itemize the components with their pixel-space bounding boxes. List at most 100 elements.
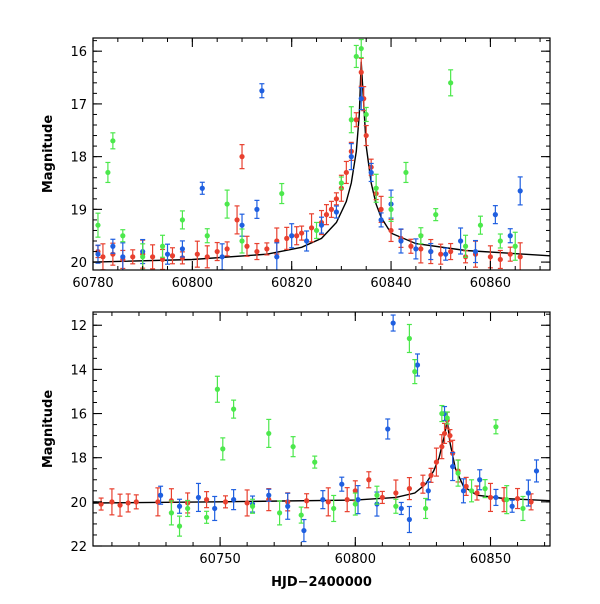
data-point — [462, 234, 469, 258]
data-point — [514, 487, 521, 510]
data-point — [468, 479, 475, 503]
plot-area — [93, 38, 550, 270]
data-point — [220, 437, 226, 461]
series-1 — [158, 314, 540, 543]
data-point — [343, 160, 349, 185]
top-panel: 60780 60800 60820 60840 60860 16 17 18 19 20 Magni… — [41, 37, 551, 291]
data-point — [533, 459, 540, 483]
data-point — [463, 476, 469, 496]
data-point — [487, 482, 494, 513]
data-point — [117, 493, 123, 517]
data-point — [290, 436, 296, 458]
data-point — [493, 419, 499, 435]
data-point — [420, 474, 426, 494]
plot-frame — [92, 311, 551, 547]
data-point — [219, 243, 225, 270]
bottom-panel: 60750 60800 60850 12 14 16 18 20 22 Magnitude HJD−… — [41, 311, 551, 590]
data-point — [239, 228, 245, 254]
data-point — [224, 189, 230, 219]
data-point — [164, 243, 171, 265]
data-point — [525, 479, 531, 507]
data-point — [520, 495, 526, 522]
x-tick-label: 60750 — [199, 552, 240, 567]
data-point — [497, 233, 503, 249]
data-point — [348, 106, 354, 134]
data-point — [507, 246, 513, 262]
data-point — [517, 242, 523, 270]
x-tick-label: 60800 — [335, 552, 376, 567]
data-point — [203, 491, 210, 509]
data-point — [413, 238, 419, 260]
data-point — [355, 485, 361, 515]
y-axis-label: Magnitude — [41, 390, 56, 469]
y-tick-label: 14 — [70, 363, 87, 378]
data-point — [274, 242, 280, 270]
data-point — [249, 498, 256, 514]
y-tick-label: 20 — [70, 496, 87, 511]
data-point — [428, 467, 434, 483]
data-point — [199, 181, 205, 195]
y-tick-label: 20 — [70, 256, 87, 271]
data-point — [284, 226, 290, 250]
y-axis-label: Magnitude — [41, 115, 56, 194]
data-point — [358, 38, 364, 59]
x-tick-label: 60820 — [271, 276, 312, 291]
data-point — [439, 404, 445, 423]
data-point — [450, 451, 456, 482]
data-point — [385, 418, 391, 440]
data-point — [339, 476, 345, 492]
data-point — [266, 418, 272, 449]
y-tick-label: 22 — [70, 540, 87, 555]
data-point — [412, 359, 418, 385]
data-point — [98, 497, 104, 511]
data-point — [308, 213, 315, 243]
data-point — [95, 244, 101, 264]
data-point — [159, 234, 166, 258]
data-point — [168, 500, 175, 526]
x-tick-label: 60800 — [172, 276, 213, 291]
x-tick-label: 60780 — [72, 276, 113, 291]
data-point — [406, 505, 412, 534]
data-point — [425, 481, 431, 501]
data-point — [179, 210, 186, 230]
data-point — [313, 221, 320, 240]
data-point — [406, 477, 412, 501]
data-point — [264, 242, 270, 256]
data-point — [512, 231, 518, 261]
data-point — [266, 488, 272, 502]
data-point — [320, 490, 326, 510]
data-point — [155, 487, 161, 517]
data-point — [185, 499, 191, 518]
data-point — [353, 44, 359, 69]
data-point — [379, 490, 385, 505]
y-tick-label: 18 — [70, 151, 87, 166]
data-point — [204, 245, 210, 269]
data-point — [353, 112, 359, 128]
data-point — [328, 200, 335, 218]
data-point — [110, 132, 116, 150]
data-point — [358, 87, 364, 111]
data-point — [477, 215, 484, 235]
data-point — [455, 459, 461, 487]
data-point — [378, 212, 384, 228]
data-point — [289, 223, 295, 249]
data-point — [448, 242, 454, 261]
y-tick-label: 19 — [70, 203, 87, 218]
data-point — [176, 515, 183, 537]
data-point — [285, 492, 291, 520]
data-point — [398, 501, 404, 516]
data-point — [457, 227, 464, 255]
data-point — [239, 144, 245, 170]
data-point — [428, 242, 434, 261]
data-point — [318, 216, 325, 234]
data-point — [441, 422, 448, 445]
data-point — [140, 243, 146, 270]
data-point — [244, 235, 250, 257]
data-point — [433, 447, 440, 477]
data-point — [363, 106, 369, 123]
data-point — [214, 241, 220, 262]
data-point — [325, 487, 331, 517]
data-point — [259, 83, 265, 99]
data-point — [352, 492, 358, 516]
